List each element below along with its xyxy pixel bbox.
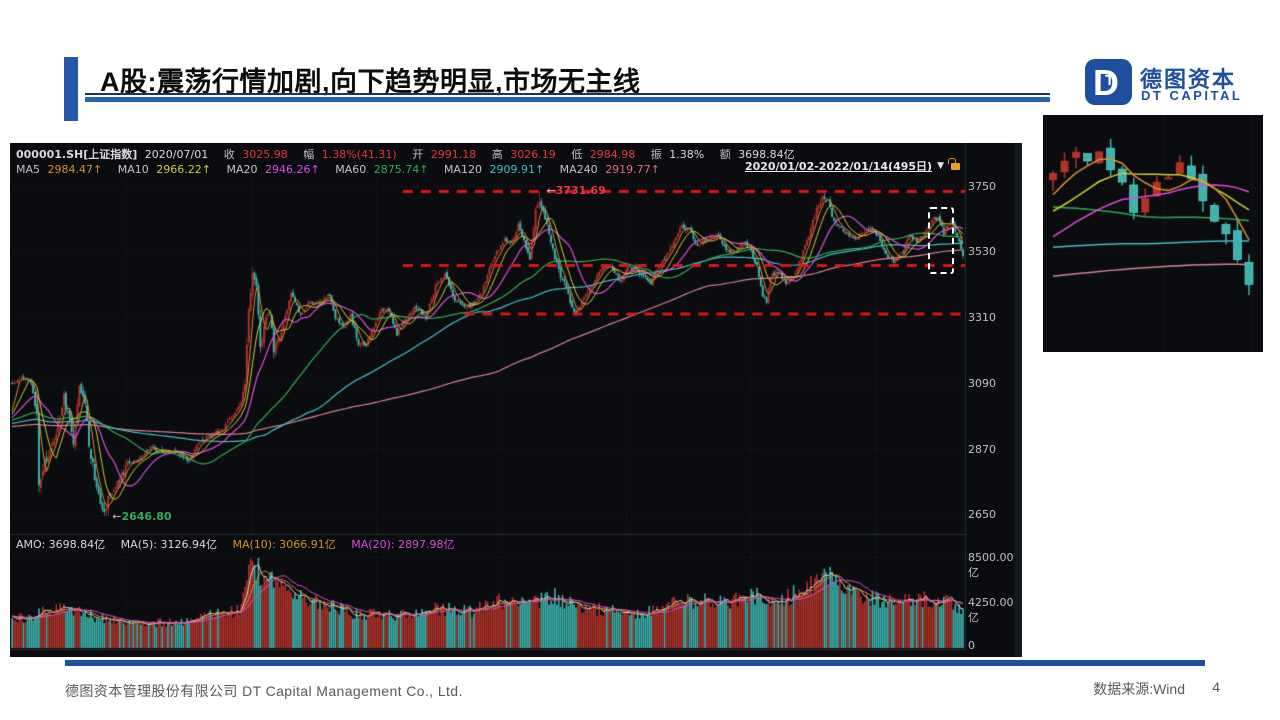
amo-ma20-value: MA(20): 2897.98亿: [351, 538, 455, 551]
zoomed-candlestick-inset: [1043, 115, 1263, 352]
quote-amount: 3698.84亿: [738, 148, 795, 161]
arrow-left-icon: ←: [546, 184, 556, 198]
volume-tick: 4250.00亿: [968, 596, 1014, 624]
high-price-annotation: ←3731.69: [546, 184, 606, 198]
dt-capital-logo-icon: D T: [1085, 59, 1132, 105]
data-source-label: 数据来源:Wind: [1093, 681, 1185, 697]
arrow-left-icon: ←: [112, 509, 122, 523]
quote-info-bar: 000001.SH[上证指数] 2020/07/01 收 3025.98 幅 1…: [16, 148, 795, 161]
low-price-annotation: ←2646.80: [112, 509, 172, 523]
price-tick: 3750: [968, 180, 996, 193]
volume-tick: 8500.00亿: [968, 551, 1014, 579]
page-title: A股:震荡行情加剧,向下趋势明显,市场无主线: [100, 67, 641, 97]
quote-high: 3026.19: [510, 148, 556, 161]
ma20-value: 2946.26↑: [264, 163, 320, 176]
title-underline: [85, 93, 1050, 95]
price-tick: 3310: [968, 311, 996, 324]
logo-monogram-t: T: [1105, 72, 1115, 89]
price-tick: 2870: [968, 443, 996, 456]
footer-company: 德图资本管理股份有限公司 DT Capital Management Co., …: [65, 683, 463, 699]
price-tick: 2650: [968, 508, 996, 521]
chevron-down-icon[interactable]: ▼: [937, 161, 944, 171]
ma10-value: 2966.22↑: [156, 163, 211, 176]
date-range-selector[interactable]: 2020/01/02-2022/01/14(495日) ▼: [744, 157, 960, 174]
logo-name-cn: 德图资本: [1140, 67, 1237, 92]
quote-open: 2991.18: [430, 148, 477, 161]
quote-close: 3025.98: [242, 148, 288, 161]
volume-tick: 0: [968, 639, 975, 652]
inset-chart-canvas: [1043, 115, 1263, 352]
page-number: 4: [1212, 679, 1220, 695]
quote-change: 1.38%(41.31): [321, 148, 397, 161]
zoom-region-marker: [928, 206, 954, 275]
price-tick: 3530: [968, 245, 996, 258]
quote-low: 2984.98: [589, 148, 636, 161]
ma120-value: 2909.91↑: [489, 163, 545, 176]
wind-terminal-chart: 000001.SH[上证指数] 2020/07/01 收 3025.98 幅 1…: [10, 143, 1022, 657]
logo-name-en: DT CAPITAL: [1141, 88, 1243, 103]
ma60-value: 2875.74↑: [373, 163, 429, 176]
footer-accent-bar: [65, 660, 1205, 666]
ma240-value: 2919.77↑: [605, 163, 660, 176]
quote-amplitude: 1.38%: [669, 148, 705, 161]
candlestick-chart-canvas: [10, 143, 1022, 657]
ma-legend-bar: MA5 2984.47↑ MA10 2966.22↑ MA20 2946.26↑…: [16, 163, 660, 176]
logo-monogram-d: D: [1093, 62, 1119, 103]
title-underline-accent: [85, 97, 1050, 102]
instrument-code: 000001.SH[上证指数]: [16, 148, 138, 161]
date-range-label: 2020/01/02-2022/01/14(495日): [744, 160, 933, 173]
amount-legend-bar: AMO: 3698.84亿 MA(5): 3126.94亿 MA(10): 30…: [16, 536, 459, 552]
quote-date: 2020/07/01: [144, 148, 209, 161]
amo-value: AMO: 3698.84亿: [16, 538, 106, 551]
unlock-icon[interactable]: [948, 157, 960, 170]
price-tick: 3090: [968, 377, 996, 390]
amo-ma5-value: MA(5): 3126.94亿: [120, 538, 217, 551]
ma5-value: 2984.47↑: [47, 163, 103, 176]
title-accent-bar: [64, 57, 78, 121]
amo-ma10-value: MA(10): 3066.91亿: [232, 538, 336, 551]
